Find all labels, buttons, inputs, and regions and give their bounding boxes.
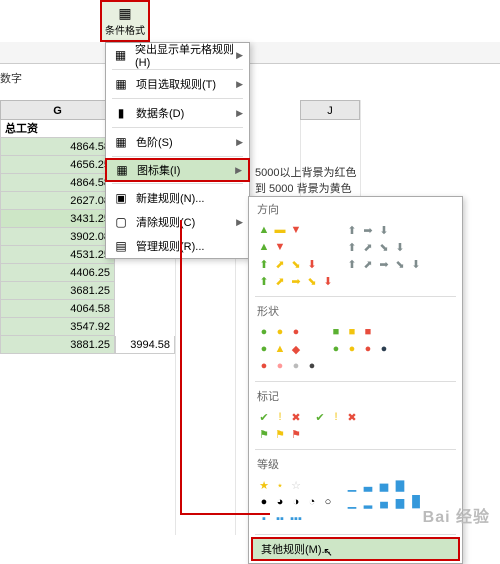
column-header-g[interactable]: G [0, 100, 115, 120]
data-cell[interactable]: 2627.08 [0, 192, 115, 210]
chevron-right-icon: ▶ [236, 137, 243, 148]
data-cell[interactable]: 3994.58 [115, 336, 175, 354]
data-cell[interactable]: 3681.25 [0, 282, 115, 300]
iconset-option[interactable]: ✔!✖ [257, 410, 303, 424]
data-cell[interactable]: 4864.58 [0, 138, 115, 156]
submenu-section-mark: 标记 [249, 384, 462, 408]
chevron-right-icon: ▶ [235, 165, 242, 176]
iconset-option[interactable]: ⬆⬈➡⬊⬇ [257, 274, 335, 288]
conditional-formatting-button[interactable]: ▦ 条件格式 [100, 0, 150, 42]
menu-top-bottom[interactable]: ▦ 项目选取规则(T) ▶ [106, 72, 249, 96]
cursor-icon: ↖ [323, 545, 333, 559]
iconset-option[interactable]: ▲▼ [257, 240, 335, 254]
iconset-option[interactable]: ●●●● [257, 359, 319, 373]
conditional-formatting-icon: ▦ [118, 5, 131, 22]
clear-icon: ▢ [112, 215, 130, 229]
data-cell[interactable]: 4064.58 [0, 300, 115, 318]
iconset-option[interactable]: ▁▃▅▇ [345, 478, 423, 492]
iconset-option[interactable]: ⚑⚑⚑ [257, 427, 303, 441]
conditional-formatting-label: 条件格式 [105, 22, 145, 37]
manage-icon: ▤ [112, 239, 130, 253]
data-cell[interactable]: 3547.92 [0, 318, 115, 336]
iconset-option[interactable]: ▁▂▄▆█ [345, 495, 423, 509]
menu-color-scales[interactable]: ▦ 色阶(S) ▶ [106, 130, 249, 154]
data-cell[interactable]: 3902.08 [0, 228, 115, 246]
highlight-icon: ▦ [112, 48, 129, 62]
conditional-formatting-menu: ▦ 突出显示单元格规则(H) ▶ ▦ 项目选取规则(T) ▶ ▮ 数据条(D) … [105, 42, 250, 259]
iconset-option[interactable]: ⬆➡⬇ [345, 223, 423, 237]
databar-icon: ▮ [112, 106, 130, 120]
iconset-option[interactable]: ✔!✖ [313, 410, 359, 424]
data-cell[interactable]: 4864.58 [0, 174, 115, 192]
header-cell[interactable]: 总工资 [0, 120, 115, 138]
iconset-option[interactable]: ⬆⬈⬊⬇ [345, 240, 423, 254]
annotation-text: 5000以上背景为红色 到 5000 背景为黄色 [255, 165, 356, 197]
data-cell[interactable]: 4656.25 [0, 156, 115, 174]
chevron-right-icon: ▶ [236, 79, 243, 90]
worksheet-column: G 总工资 4864.58 4656.25 4864.58 2627.08 34… [0, 100, 115, 354]
more-rules-button[interactable]: 其他规则(M)... ↖ [251, 537, 460, 561]
ribbon-tab-strip: 套格... [0, 42, 500, 64]
data-cell[interactable]: 4531.25 [0, 246, 115, 264]
submenu-section-direction: 方向 [249, 197, 462, 221]
iconset-option[interactable]: ●●●● [329, 342, 391, 356]
menu-icon-sets[interactable]: ▦ 图标集(I) ▶ [105, 158, 250, 182]
number-format-label: 数字 [0, 70, 60, 86]
submenu-section-rating: 等级 [249, 452, 462, 476]
iconset-option[interactable]: ★⋆☆ [257, 478, 335, 492]
iconset-option[interactable]: ⬆⬈⬊⬇ [257, 257, 335, 271]
top-bottom-icon: ▦ [112, 77, 130, 91]
iconset-option[interactable]: ●◕◑◔○ [257, 495, 335, 509]
iconset-option[interactable]: ●●● [257, 325, 319, 339]
menu-data-bars[interactable]: ▮ 数据条(D) ▶ [106, 101, 249, 125]
chevron-right-icon: ▶ [236, 108, 243, 119]
connector-line [180, 513, 270, 515]
submenu-section-shape: 形状 [249, 299, 462, 323]
menu-new-rule[interactable]: ▣ 新建规则(N)... [106, 186, 249, 210]
chevron-right-icon: ▶ [236, 217, 243, 228]
chevron-right-icon: ▶ [236, 50, 243, 61]
iconset-option[interactable]: ⬆⬈➡⬊⬇ [345, 257, 423, 271]
data-cell[interactable]: 4406.25 [0, 264, 115, 282]
column-header-j[interactable]: J [300, 100, 360, 120]
iconset-option[interactable]: ●▲◆ [257, 342, 319, 356]
iconset-icon: ▦ [113, 163, 131, 177]
watermark: Bai 经验 [423, 503, 490, 527]
data-cell[interactable]: 3431.25 [0, 210, 115, 228]
data-cell[interactable]: 3881.25 [0, 336, 115, 354]
menu-clear-rules[interactable]: ▢ 清除规则(C) ▶ [106, 210, 249, 234]
menu-manage-rules[interactable]: ▤ 管理规则(R)... [106, 234, 249, 258]
menu-highlight-cells[interactable]: ▦ 突出显示单元格规则(H) ▶ [106, 43, 249, 67]
colorscale-icon: ▦ [112, 135, 130, 149]
newrule-icon: ▣ [112, 191, 130, 205]
iconset-option[interactable]: ▲▬▼ [257, 223, 335, 237]
iconset-option[interactable]: ■■■ [329, 325, 391, 339]
